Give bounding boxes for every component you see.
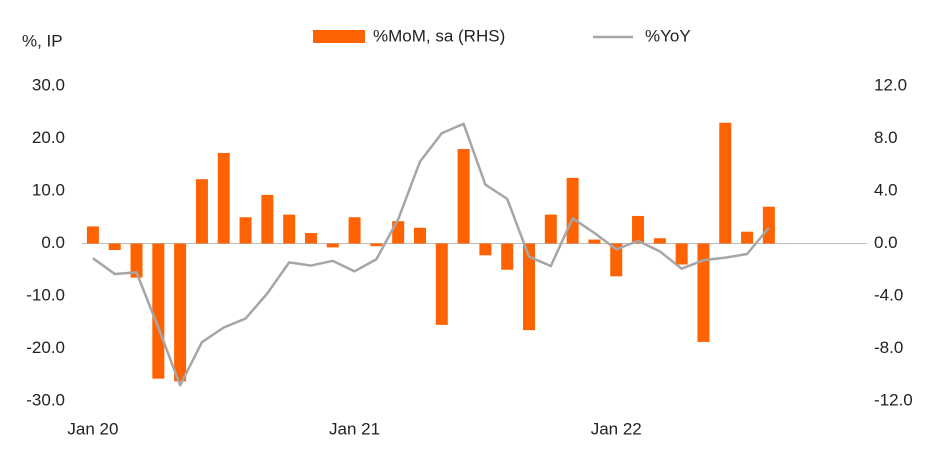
y2-tick-label: -4.0 <box>874 285 903 304</box>
y-tick-label: -30.0 <box>26 390 65 409</box>
bar <box>304 233 317 244</box>
y2-tick-label: 0.0 <box>874 233 898 252</box>
bar <box>719 122 732 244</box>
x-tick-label: Jan 20 <box>67 419 118 438</box>
bar <box>741 231 754 244</box>
legend-label: %MoM, sa (RHS) <box>373 26 505 45</box>
bar <box>479 243 492 256</box>
bar <box>610 243 623 277</box>
line <box>92 122 770 387</box>
x-tick-label: Jan 22 <box>591 419 642 438</box>
bar <box>435 243 448 325</box>
legend-label: %YoY <box>645 26 691 45</box>
y2-tick-label: 12.0 <box>874 75 907 94</box>
bar <box>588 239 601 244</box>
bar <box>523 243 536 331</box>
y-axis-label: %, IP <box>22 31 63 50</box>
y-tick-label: -10.0 <box>26 285 65 304</box>
bar <box>108 243 121 251</box>
bar <box>283 214 296 244</box>
bar <box>217 152 230 244</box>
legend-swatch <box>313 30 365 43</box>
y-tick-label: 30.0 <box>32 75 65 94</box>
bar <box>261 194 274 244</box>
y-tick-label: 0.0 <box>41 233 65 252</box>
y-tick-label: 10.0 <box>32 180 65 199</box>
bar <box>86 226 99 244</box>
bar <box>544 214 557 244</box>
bar <box>413 227 426 244</box>
bar <box>675 243 688 265</box>
bar <box>632 215 645 244</box>
bar <box>501 243 514 270</box>
bar <box>326 243 339 248</box>
y2-tick-label: 8.0 <box>874 128 898 147</box>
bar <box>762 206 775 244</box>
y2-tick-label: -12.0 <box>874 390 913 409</box>
bar <box>457 149 470 244</box>
y2-tick-label: -8.0 <box>874 338 903 357</box>
bar <box>566 177 579 244</box>
bar <box>653 238 666 244</box>
bar <box>697 243 710 342</box>
x-tick-label: Jan 21 <box>329 419 380 438</box>
y2-tick-label: 4.0 <box>874 180 898 199</box>
y-tick-label: -20.0 <box>26 338 65 357</box>
bar <box>348 217 361 244</box>
bar <box>174 243 187 382</box>
bar <box>195 179 208 244</box>
bar <box>152 243 165 379</box>
bar <box>130 243 143 278</box>
y-tick-label: 20.0 <box>32 128 65 147</box>
bar <box>370 243 383 247</box>
bar <box>239 217 252 244</box>
